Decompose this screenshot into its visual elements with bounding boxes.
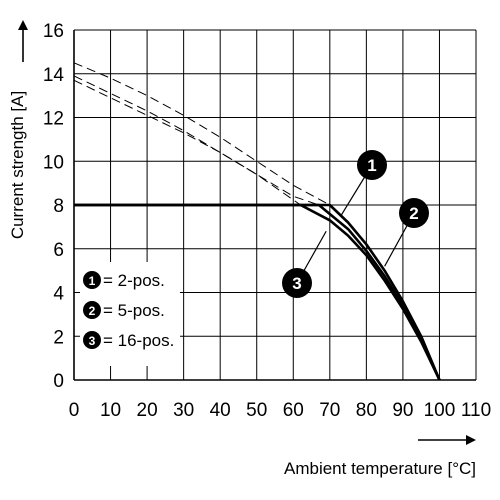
unlimited-curve-1 [73,62,331,206]
y-tick-label: 0 [53,371,64,392]
legend-marker-1 [83,271,101,289]
x-tick-label: 0 [69,400,80,421]
y-tick-label: 8 [53,196,64,217]
derating-curve-3 [74,203,441,381]
x-tick-label: 80 [356,400,377,421]
y-tick-label: 12 [43,109,64,130]
curves [73,62,441,381]
derating-curve-1 [74,203,441,381]
legend-marker-number: 1 [89,274,96,288]
y-tick-label: 10 [43,152,64,173]
callout-marker-2 [399,198,429,228]
x-tick-label: 110 [461,400,491,421]
y-tick-labels: 0 2 4 6 8 10 12 14 16 [43,21,65,392]
legend-marker-number: 3 [89,334,96,348]
unlimited-curve-2 [73,75,320,206]
y-tick-label: 14 [43,65,65,86]
callout-number: 1 [367,156,376,175]
x-tick-labels: 0 10 20 30 40 50 60 70 80 90 100 110 [69,400,491,421]
x-tick-label: 40 [210,400,231,421]
legend-marker-2 [83,301,101,319]
x-tick-label: 100 [424,400,456,421]
y-tick-label: 6 [53,240,64,261]
callout-number: 3 [292,274,301,293]
callout-marker-1 [357,150,387,180]
legend-label-1: = 2-pos. [103,271,165,290]
x-tick-label: 30 [173,400,194,421]
x-tick-label: 60 [283,400,304,421]
legend-marker-3 [83,331,101,349]
legend: 1 = 2-pos. 2 = 5-pos. 3 = 16-pos. [80,262,180,366]
x-tick-label: 70 [319,400,340,421]
y-tick-label: 2 [53,327,64,348]
callout-number: 2 [409,204,418,223]
x-tick-label: 10 [100,400,121,421]
legend-marker-number: 2 [89,304,96,318]
y-tick-label: 4 [53,284,64,305]
y-axis-title: Current strength [A] [8,91,27,239]
x-tick-label: 20 [137,400,158,421]
legend-label-3: = 16-pos. [103,331,174,350]
legend-label-2: = 5-pos. [103,301,165,320]
annotations: 1 2 3 [282,150,429,298]
y-tick-label: 16 [43,21,64,42]
unlimited-curve-3 [73,79,301,206]
x-axis-title: Ambient temperature [°C] [284,459,476,478]
callout-marker-3 [282,268,312,298]
x-tick-label: 90 [392,400,413,421]
x-tick-label: 50 [246,400,267,421]
